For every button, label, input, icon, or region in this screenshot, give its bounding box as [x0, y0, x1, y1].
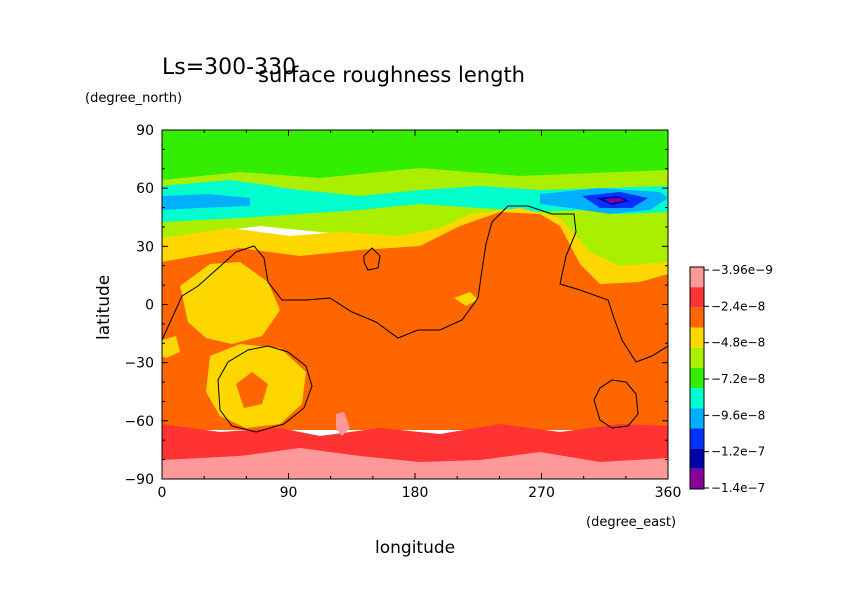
legend-label: −2.4e−8 — [711, 299, 765, 313]
yellow-spot-east — [454, 292, 478, 306]
legend-swatch — [690, 367, 704, 389]
legend-label: −1.4e−7 — [711, 481, 765, 495]
color-legend: −3.96e−9 −2.4e−8 −4.8e−8 −7.2e−8 −9.6e−8 −1.2… — [689, 263, 773, 495]
contour-argyre — [593, 379, 639, 429]
yellow-spot-west — [162, 336, 180, 358]
legend-label: −4.8e−8 — [711, 336, 765, 350]
pink-spot — [336, 412, 350, 436]
chart-title: surface roughness length — [258, 63, 525, 87]
y-tick-label: −90 — [124, 472, 154, 488]
y-axis-ticks: 90 60 30 0 −30 −60 −90 — [124, 123, 668, 488]
season-label: Ls=300-330 — [162, 55, 296, 80]
x-axis-ticks: 0 90 180 270 360 — [158, 130, 682, 501]
y-tick-label: 60 — [136, 181, 154, 197]
x-unit-label: (degree_east) — [586, 515, 676, 530]
y-axis-label: latitude — [94, 275, 114, 340]
legend-label: −9.6e−8 — [711, 408, 765, 422]
y-tick-label: 0 — [145, 298, 154, 314]
legend-swatch — [690, 408, 704, 429]
band-cyan — [162, 180, 668, 222]
legend-label: −1.2e−7 — [711, 445, 765, 459]
legend-swatch — [690, 468, 704, 489]
plot-area — [162, 130, 668, 479]
y-tick-label: 90 — [136, 123, 154, 139]
band-pink-south — [162, 448, 668, 479]
x-tick-label: 360 — [655, 485, 682, 501]
legend-swatch — [690, 448, 704, 469]
band-blue — [162, 194, 250, 210]
legend-label: −7.2e−8 — [711, 372, 765, 386]
legend-frame — [689, 266, 705, 490]
legend-label: −3.96e−9 — [711, 263, 773, 277]
x-tick-label: 90 — [280, 485, 298, 501]
y-tick-label: 30 — [136, 239, 154, 255]
purple-patch — [604, 198, 624, 203]
y-unit-label: (degree_north) — [85, 91, 182, 106]
contour-hellas — [217, 345, 313, 433]
x-tick-label: 180 — [402, 485, 429, 501]
legend-swatch — [690, 347, 704, 368]
contour-small-north — [363, 247, 381, 271]
x-axis-label: longitude — [375, 538, 455, 558]
legend-swatch — [690, 307, 704, 328]
legend-swatch — [690, 287, 704, 308]
legend-swatch — [690, 267, 704, 288]
contour-lowland-boundary — [162, 205, 668, 363]
y-tick-label: −60 — [124, 414, 154, 430]
legend-swatch — [690, 327, 704, 348]
hellas-core — [236, 372, 268, 408]
y-tick-label: −30 — [124, 356, 154, 372]
legend-swatch — [690, 388, 704, 409]
tropical-yellow — [180, 262, 280, 344]
legend-swatch — [690, 428, 704, 449]
x-tick-label: 0 — [158, 485, 167, 501]
x-tick-label: 270 — [528, 485, 555, 501]
